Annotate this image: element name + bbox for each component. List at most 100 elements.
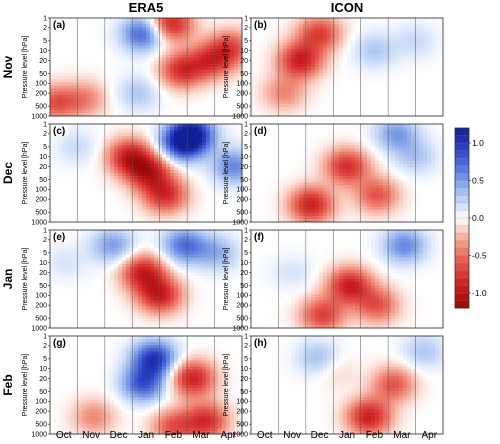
heatmap-cell <box>383 60 388 65</box>
heatmap-cell <box>54 215 59 220</box>
heatmap-cell <box>66 88 71 92</box>
heatmap-cell <box>439 112 444 117</box>
heatmap-cell <box>98 94 103 98</box>
heatmap-cell <box>162 124 167 128</box>
heatmap-cell <box>98 215 103 220</box>
heatmap-cell <box>182 145 187 149</box>
heatmap-cell <box>114 18 119 22</box>
heatmap-cell <box>435 103 440 108</box>
heatmap-cell <box>150 173 155 177</box>
heatmap-cell <box>202 179 207 183</box>
heatmap-cell <box>118 73 123 77</box>
heatmap-cell <box>387 88 392 92</box>
heatmap-cell <box>86 82 91 86</box>
heatmap-cell <box>226 97 231 101</box>
heatmap-cell <box>74 133 79 137</box>
heatmap-cell <box>186 73 191 77</box>
heatmap-cell <box>206 191 211 195</box>
heatmap-cell <box>287 124 292 128</box>
heatmap-cell <box>162 21 167 25</box>
heatmap-cell <box>186 197 191 201</box>
heatmap-cell <box>283 79 288 83</box>
heatmap-cell <box>166 39 171 43</box>
heatmap-cell <box>138 145 143 149</box>
heatmap-cell <box>74 48 79 52</box>
heatmap-cell <box>154 33 159 37</box>
heatmap-cell <box>70 169 75 174</box>
heatmap-cell <box>222 27 227 31</box>
heatmap-cell <box>311 36 316 40</box>
heatmap-cell <box>363 48 368 52</box>
heatmap-cell <box>283 148 288 152</box>
heatmap-cell <box>371 21 376 25</box>
heatmap-cell <box>439 63 444 68</box>
heatmap-cell <box>106 124 111 128</box>
heatmap-cell <box>166 166 171 171</box>
heatmap-cell <box>210 194 215 198</box>
heatmap-cell <box>259 85 264 89</box>
heatmap-cell <box>214 154 219 158</box>
heatmap-cell <box>271 82 276 86</box>
heatmap-cell <box>238 206 243 211</box>
heatmap-cell <box>178 67 183 71</box>
heatmap-cell <box>62 109 67 114</box>
heatmap-cell <box>154 154 159 158</box>
heatmap-cell <box>287 30 292 34</box>
heatmap-cell <box>226 160 231 165</box>
heatmap-cell <box>383 103 388 108</box>
heatmap-cell <box>194 67 199 71</box>
heatmap-cell <box>94 42 99 46</box>
heatmap-cell <box>319 27 324 31</box>
heatmap-cell <box>435 21 440 25</box>
heatmap-cell <box>82 166 87 171</box>
heatmap-cell <box>82 176 87 180</box>
heatmap-cell <box>54 112 59 117</box>
heatmap-cell <box>439 36 444 40</box>
heatmap-cell <box>435 106 440 111</box>
heatmap-cell <box>371 82 376 86</box>
heatmap-cell <box>214 109 219 114</box>
heatmap-cell <box>50 51 55 56</box>
heatmap-cell <box>423 18 428 22</box>
heatmap-cell <box>150 200 155 204</box>
heatmap-cell <box>158 103 163 108</box>
heatmap-cell <box>375 112 380 117</box>
heatmap-cell <box>50 45 55 49</box>
heatmap-cell <box>283 76 288 80</box>
heatmap-cell <box>226 212 231 217</box>
heatmap-cell <box>62 82 67 86</box>
heatmap-cell <box>178 130 183 134</box>
heatmap-cell <box>234 124 239 128</box>
heatmap-cell <box>315 112 320 117</box>
heatmap-cell <box>186 142 191 146</box>
heatmap-cell <box>214 200 219 204</box>
heatmap-cell <box>263 212 268 217</box>
heatmap-cell <box>279 218 284 223</box>
heatmap-cell <box>427 82 432 86</box>
heatmap-cell <box>70 182 75 186</box>
heatmap-cell <box>407 60 412 65</box>
heatmap-cell <box>226 148 231 152</box>
heatmap-cell <box>415 57 420 62</box>
heatmap-cell <box>82 109 87 114</box>
heatmap-cell <box>351 76 356 80</box>
heatmap-cell <box>387 57 392 62</box>
heatmap-cell <box>70 48 75 52</box>
heatmap-cell <box>283 97 288 101</box>
heatmap-cell <box>102 60 107 65</box>
heatmap-cell <box>431 42 436 46</box>
heatmap-cell <box>259 79 264 83</box>
heatmap-cell <box>134 63 139 68</box>
heatmap-cell <box>267 130 272 134</box>
heatmap-cell <box>234 85 239 89</box>
heatmap-cell <box>379 94 384 98</box>
heatmap-cell <box>403 42 408 46</box>
heatmap-cell <box>198 151 203 155</box>
heatmap-cell <box>118 76 123 80</box>
heatmap-cell <box>283 157 288 162</box>
heatmap-cell <box>174 36 179 40</box>
heatmap-cell <box>166 97 171 101</box>
heatmap-cell <box>347 76 352 80</box>
heatmap-cell <box>210 176 215 180</box>
heatmap-cell <box>222 130 227 134</box>
